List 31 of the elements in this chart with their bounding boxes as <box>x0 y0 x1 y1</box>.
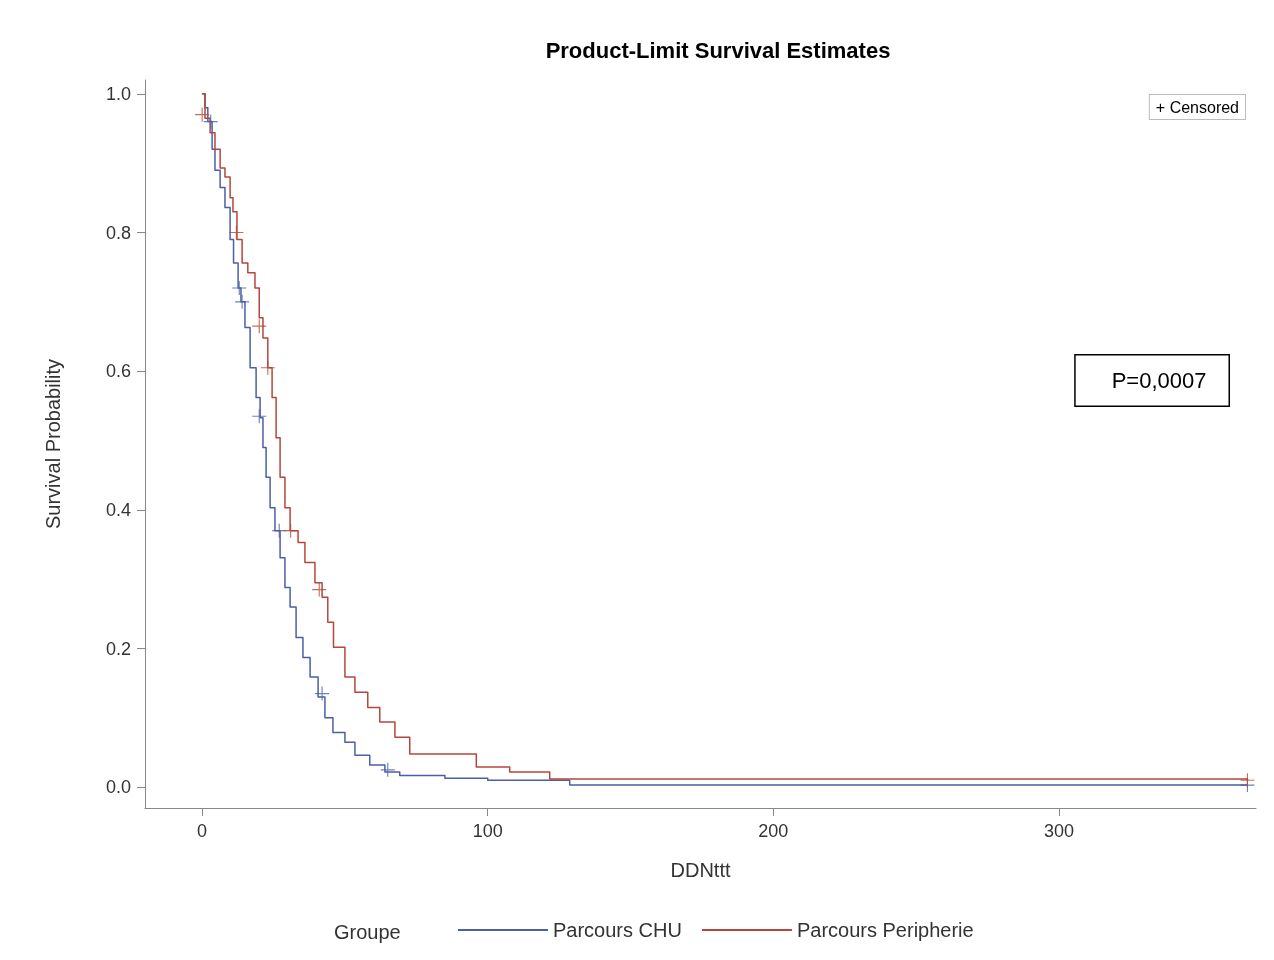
y-tick-label: 0.4 <box>105 499 131 520</box>
legend-label: Parcours Peripherie <box>796 919 974 941</box>
point <box>229 225 244 240</box>
legend-label: Parcours CHU <box>553 919 682 941</box>
point <box>380 762 395 777</box>
annotation: + Censored <box>1155 98 1240 116</box>
y-axis-title: Survival Probability <box>42 358 64 530</box>
x-axis-title: DDNttt <box>670 859 731 881</box>
y-tick-label: 0.2 <box>105 638 131 659</box>
chart-title: Product-Limit Survival Estimates <box>545 37 891 63</box>
point <box>232 281 247 295</box>
point <box>260 360 275 375</box>
x-tick-label: 300 <box>1043 821 1074 841</box>
point <box>203 114 218 129</box>
y-tick-label: 0.0 <box>105 777 131 798</box>
point <box>283 523 298 538</box>
point <box>252 409 267 424</box>
legend-title: Groupe <box>334 921 401 943</box>
y-tick-label: 0.8 <box>105 222 131 243</box>
point <box>1240 773 1255 788</box>
y-tick-label: 0.6 <box>105 361 131 382</box>
annotation: P=0,0007 <box>1111 368 1207 393</box>
point <box>235 294 250 309</box>
x-tick-label: 0 <box>197 821 208 841</box>
point <box>195 107 210 122</box>
y-tick-label: 1.0 <box>105 83 131 104</box>
x-tick-label: 200 <box>758 821 789 841</box>
point <box>315 686 330 701</box>
point <box>312 582 327 597</box>
point <box>252 319 267 334</box>
x-tick-label: 100 <box>472 821 503 841</box>
